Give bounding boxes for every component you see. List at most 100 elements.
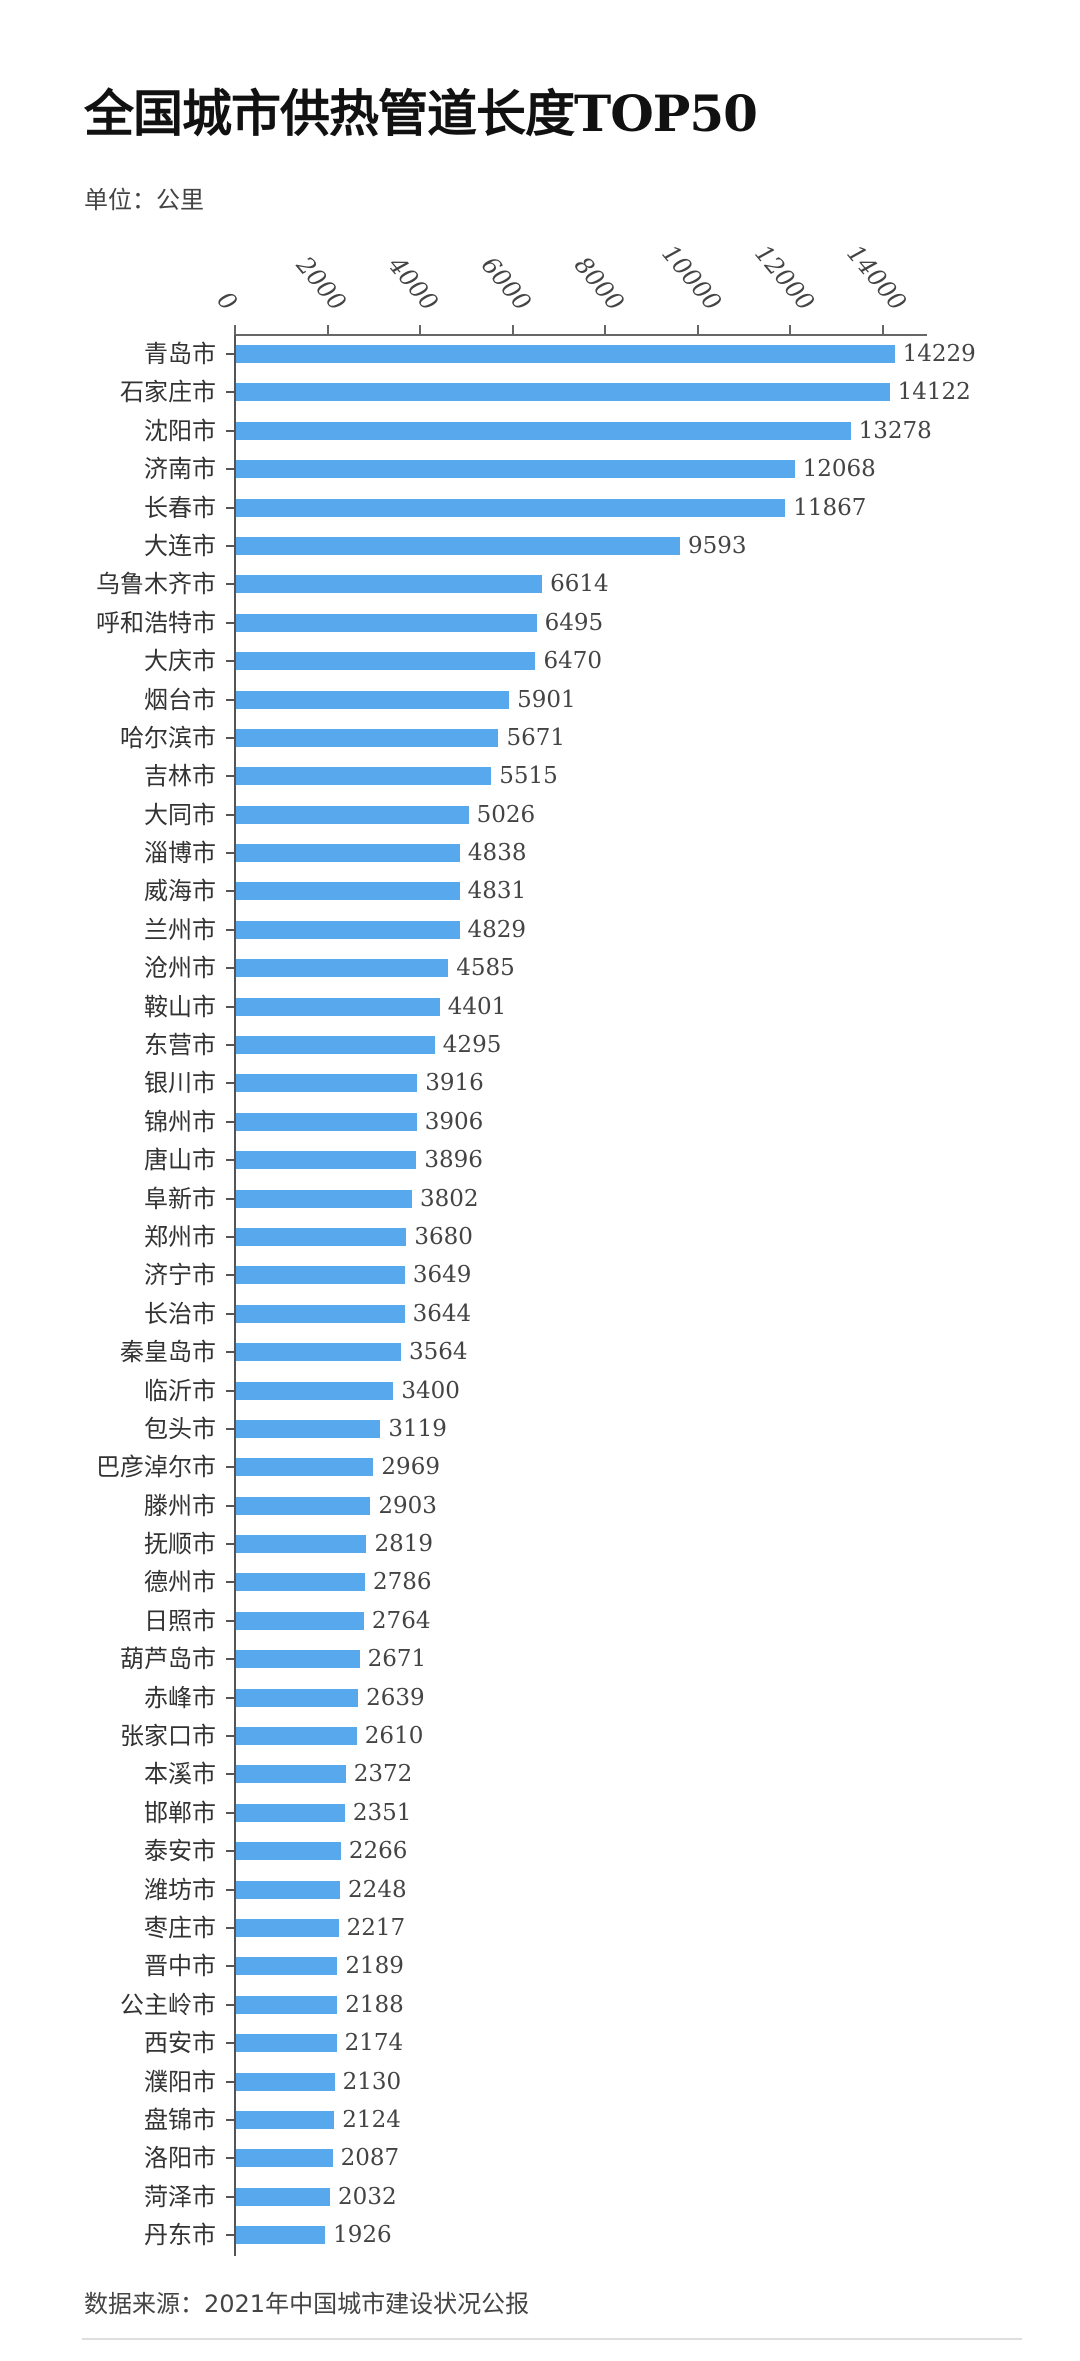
value-label: 2671 [367, 1646, 427, 1673]
bar-row: 阜新市 3802 [0, 1180, 1080, 1218]
x-tick [419, 325, 422, 335]
value-label: 2372 [353, 1761, 413, 1788]
category-label: 菏泽市 [144, 2182, 216, 2211]
category-label: 葫芦岛市 [120, 1645, 216, 1674]
category-label: 银川市 [144, 1069, 216, 1098]
category-label: 晋中市 [144, 1952, 216, 1981]
bar [236, 498, 786, 517]
bar [236, 383, 890, 402]
value-label: 3400 [401, 1377, 460, 1404]
bar [236, 613, 537, 632]
bar [236, 1957, 338, 1976]
x-tick [234, 325, 236, 335]
y-tick [226, 1965, 235, 1968]
value-label: 2124 [342, 2106, 401, 2133]
value-label: 3644 [412, 1300, 472, 1327]
bar-row: 巴彦淖尔市 2969 [0, 1448, 1080, 1486]
category-label: 巴彦淖尔市 [96, 1453, 216, 1482]
value-label: 9593 [688, 532, 747, 559]
bar-row: 张家口市 2610 [0, 1717, 1080, 1755]
value-label: 2903 [378, 1492, 437, 1519]
bar [236, 1112, 417, 1131]
category-label: 沧州市 [144, 954, 216, 983]
category-label: 烟台市 [144, 685, 216, 714]
category-label: 威海市 [144, 877, 216, 906]
bar-row: 长春市 11867 [0, 489, 1080, 527]
bar-row: 烟台市 5901 [0, 681, 1080, 719]
category-label: 吉林市 [144, 762, 216, 791]
x-tick [789, 325, 792, 335]
y-tick [226, 468, 235, 471]
bar [236, 997, 440, 1016]
bar-row: 东营市 4295 [0, 1026, 1080, 1064]
bar-row: 菏泽市 2032 [0, 2178, 1080, 2216]
bar-row: 潍坊市 2248 [0, 1871, 1080, 1909]
x-tick-label: 2000 [290, 251, 352, 316]
y-tick [226, 1197, 235, 1200]
bar [236, 1995, 338, 2014]
bar-row: 盘锦市 2124 [0, 2101, 1080, 2139]
category-label: 沈阳市 [144, 416, 216, 445]
bar-row: 青岛市 14229 [0, 335, 1080, 373]
value-label: 2087 [340, 2145, 400, 2172]
y-tick [226, 1274, 235, 1277]
category-label: 临沂市 [144, 1376, 216, 1405]
bar-row: 威海市 4831 [0, 872, 1080, 910]
y-tick [226, 2003, 235, 2006]
bar [236, 690, 510, 709]
category-label: 大同市 [144, 800, 216, 829]
x-tick-label: 4000 [383, 251, 444, 316]
category-label: 济南市 [144, 455, 216, 484]
y-tick [226, 583, 235, 586]
category-label: 东营市 [144, 1031, 216, 1060]
bar [236, 1688, 359, 1707]
y-tick [226, 2118, 235, 2121]
y-tick [226, 506, 235, 509]
value-label: 2217 [346, 1914, 406, 1941]
value-label: 5671 [506, 724, 566, 751]
bar-row: 日照市 2764 [0, 1602, 1080, 1640]
bar-row: 唐山市 3896 [0, 1141, 1080, 1179]
value-label: 13278 [858, 417, 932, 444]
category-label: 濮阳市 [144, 2067, 216, 2096]
bar [236, 882, 460, 901]
y-tick [226, 928, 235, 931]
x-tick [511, 325, 514, 335]
bar-row: 邯郸市 2351 [0, 1794, 1080, 1832]
value-label: 3896 [424, 1147, 483, 1174]
bar [236, 652, 536, 671]
bar [236, 2149, 333, 2168]
bar-row: 长治市 3644 [0, 1295, 1080, 1333]
x-tick [604, 325, 607, 335]
bar-row: 济南市 12068 [0, 450, 1080, 488]
category-label: 洛阳市 [144, 2144, 216, 2173]
category-label: 盘锦市 [144, 2105, 216, 2134]
y-tick [226, 890, 235, 893]
bar [236, 575, 543, 594]
category-label: 长治市 [144, 1299, 216, 1328]
bar-row: 丹东市 1926 [0, 2216, 1080, 2254]
bar-row: 洛阳市 2087 [0, 2139, 1080, 2177]
value-label: 3916 [425, 1070, 484, 1097]
y-tick [226, 1926, 235, 1929]
y-tick [226, 429, 235, 432]
bar-row: 沈阳市 13278 [0, 412, 1080, 450]
value-label: 6470 [543, 648, 602, 675]
value-label: 5026 [476, 801, 536, 828]
bar [236, 1765, 346, 1784]
bar-row: 本溪市 2372 [0, 1755, 1080, 1793]
bar [236, 728, 499, 747]
bar [236, 1304, 405, 1323]
y-tick [226, 967, 235, 970]
bar [236, 1151, 417, 1170]
category-label: 本溪市 [144, 1760, 216, 1789]
y-tick [226, 775, 235, 778]
y-tick [226, 621, 235, 624]
value-label: 6495 [544, 609, 604, 636]
category-label: 大连市 [144, 531, 216, 560]
value-label: 2032 [338, 2183, 397, 2210]
value-label: 2969 [381, 1454, 440, 1481]
y-tick [226, 1658, 235, 1661]
bar [236, 1343, 401, 1362]
category-label: 秦皇岛市 [120, 1338, 216, 1367]
